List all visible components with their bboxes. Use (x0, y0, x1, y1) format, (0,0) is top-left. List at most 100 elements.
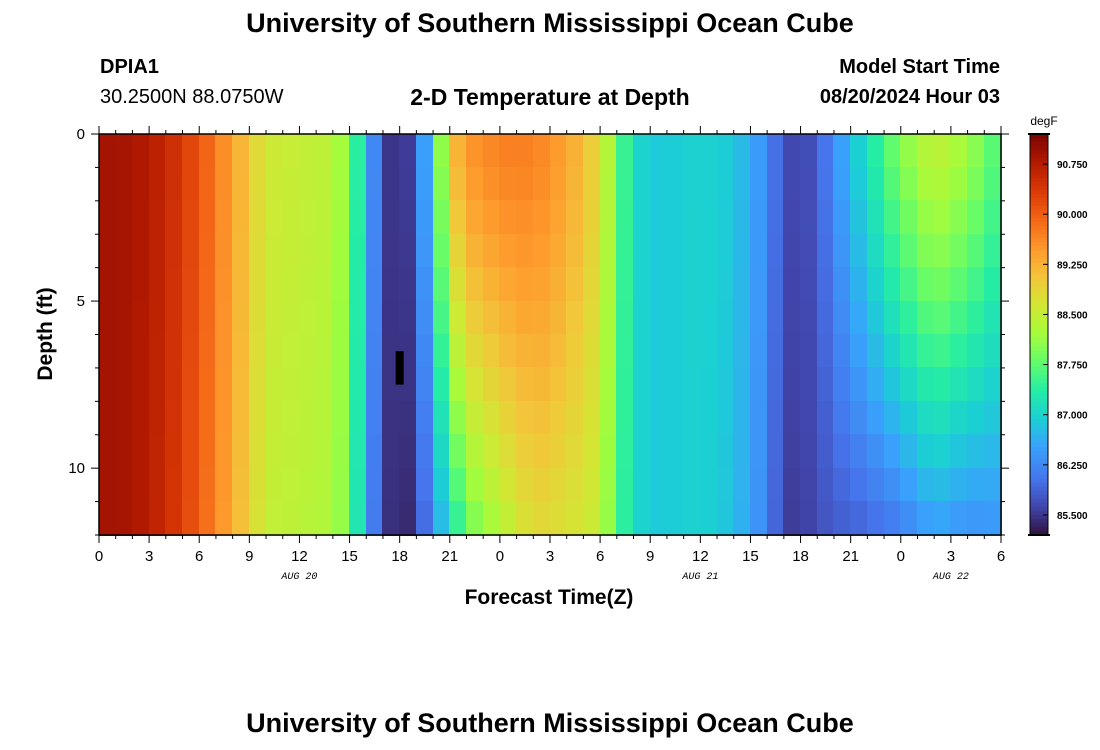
colorbar-segment (1030, 142, 1048, 147)
heatmap-cell (717, 134, 735, 169)
heatmap-cell (433, 434, 451, 470)
heatmap-cell (499, 501, 518, 536)
heatmap-cell (483, 501, 501, 536)
heatmap-cell (433, 367, 451, 403)
heatmap-cell (700, 334, 719, 369)
heatmap-cell (884, 434, 902, 470)
heatmap-cell (316, 501, 334, 536)
colorbar-segment (1030, 530, 1048, 536)
heatmap-cell (934, 167, 952, 202)
heatmap-cell (466, 468, 485, 503)
heatmap-cell (600, 434, 618, 470)
heatmap-cell (800, 234, 819, 269)
heatmap-cell (800, 301, 819, 336)
heatmap-cell (366, 167, 384, 202)
heatmap-cell (550, 267, 568, 303)
colorbar-segment (1030, 526, 1048, 532)
heatmap-cell (483, 401, 501, 436)
heatmap-cell (349, 301, 368, 336)
heatmap-cell (566, 501, 585, 536)
heatmap-cell (833, 167, 852, 202)
heatmap-cell (767, 167, 785, 202)
heatmap-cell (884, 334, 902, 369)
colorbar-segment (1030, 194, 1048, 199)
heatmap-cell (900, 200, 919, 236)
colorbar-segment (1030, 402, 1048, 408)
heatmap-cell (867, 267, 886, 303)
heatmap-cell (767, 334, 785, 369)
heatmap-cell (249, 367, 268, 403)
heatmap-cell (700, 501, 719, 536)
heatmap-cell (165, 367, 184, 403)
heatmap-cell (132, 200, 151, 236)
heatmap-cell (282, 367, 301, 403)
heatmap-cell (449, 200, 468, 236)
heatmap-cell (149, 367, 167, 403)
heatmap-cell (750, 367, 769, 403)
heatmap-cell (149, 200, 167, 236)
heatmap-cell (349, 334, 368, 369)
heatmap-cell (700, 401, 719, 436)
colorbar-segment (1030, 358, 1048, 364)
colorbar-unit-label: degF (1030, 114, 1057, 128)
heatmap-cell (700, 367, 719, 403)
heatmap-cell (266, 134, 284, 169)
heatmap-cell (717, 468, 735, 503)
heatmap-cell (683, 367, 702, 403)
colorbar-segment (1030, 438, 1048, 444)
x-tick-label: 9 (245, 548, 253, 565)
heatmap-cell (917, 301, 936, 336)
colorbar-segment (1030, 494, 1048, 500)
colorbar-segment (1030, 486, 1048, 492)
colorbar-tick-label: 87.750 (1057, 361, 1088, 372)
x-tick-label: 0 (897, 548, 905, 565)
colorbar-segment (1030, 290, 1048, 296)
heatmap-cell (399, 367, 418, 403)
colorbar-segment (1030, 466, 1048, 472)
heatmap-cell (967, 167, 986, 202)
heatmap-cell (967, 134, 986, 169)
heatmap-cell (266, 167, 284, 202)
colorbar-tick-label: 88.500 (1057, 310, 1088, 321)
heatmap-cell (950, 401, 969, 436)
heatmap-cell (382, 200, 401, 236)
heatmap-cell (550, 234, 568, 269)
heatmap-cell (165, 200, 184, 236)
heatmap-cell (332, 301, 351, 336)
heatmap-cell (182, 468, 201, 503)
heatmap-cell (115, 334, 134, 369)
heatmap-cell (666, 468, 685, 503)
heatmap-cell (600, 367, 618, 403)
heatmap-cell (199, 234, 217, 269)
heatmap-cell (650, 234, 668, 269)
heatmap-cell (215, 167, 234, 202)
heatmap-cell (917, 434, 936, 470)
heatmap-cell (566, 134, 585, 169)
heatmap-cell (917, 134, 936, 169)
heatmap-cell (433, 200, 451, 236)
heatmap-cell (449, 468, 468, 503)
heatmap-cell (182, 334, 201, 369)
heatmap-cell (115, 200, 134, 236)
heatmap-cell (566, 301, 585, 336)
heatmap-cell (917, 234, 936, 269)
heatmap-cell (750, 434, 769, 470)
heatmap-cell (767, 200, 785, 236)
heatmap-cell (299, 334, 318, 369)
heatmap-cell (399, 167, 418, 202)
heatmap-cell (282, 434, 301, 470)
heatmap-cell (466, 501, 485, 536)
heatmap-cell (917, 267, 936, 303)
colorbar-segment (1030, 414, 1048, 420)
heatmap-cell (433, 301, 451, 336)
heatmap-cell (833, 301, 852, 336)
heatmap-cell (349, 468, 368, 503)
colorbar-segment (1030, 378, 1048, 384)
heatmap-cell (399, 468, 418, 503)
heatmap-cell (499, 167, 518, 202)
heatmap-cell (583, 434, 602, 470)
heatmap-cell (299, 434, 318, 470)
heatmap-cell (182, 367, 201, 403)
heatmap-cell (850, 134, 869, 169)
heatmap-cell (583, 468, 602, 503)
